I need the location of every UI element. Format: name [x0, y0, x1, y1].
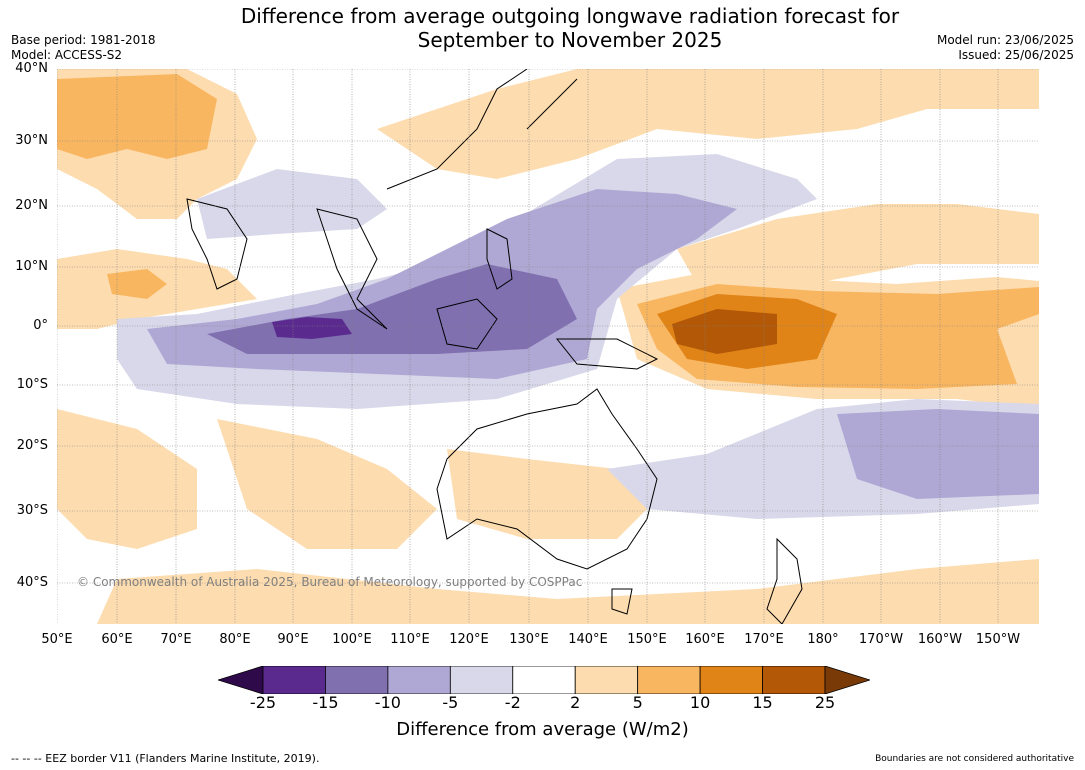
longitude-label: 130°E: [509, 632, 549, 647]
longitude-label: 170°W: [858, 632, 904, 647]
longitude-label: 170°E: [744, 632, 784, 647]
latitude-label: 0°: [33, 318, 48, 333]
issued-date: Issued: 25/06/2025: [958, 48, 1074, 62]
india-coast: [186, 198, 248, 290]
philippines-coast: [486, 228, 513, 290]
colorbar-tick-label: -25: [249, 693, 277, 712]
latitude-label: 20°S: [16, 438, 48, 453]
meta-right: Model run: 23/06/2025 Issued: 25/06/2025: [937, 33, 1074, 63]
colorbar-tick-label: 5: [632, 693, 643, 712]
map-title: Difference from average outgoing longwav…: [0, 4, 1085, 52]
longitude-label: 70°E: [160, 632, 192, 647]
model-name: Model: ACCESS-S2: [11, 48, 123, 62]
positive-anomaly-pacific-peak: [672, 309, 777, 354]
colorbar-tick-label: 10: [689, 693, 711, 712]
latitude-label: 40°N: [15, 61, 48, 76]
colorbar-extend-high: [824, 666, 870, 694]
positive-anomaly-north-pacific: [377, 69, 1039, 179]
positive-anomaly-australia-south: [447, 449, 657, 539]
colorbar-segment: [762, 666, 826, 694]
positive-anomaly-southern-belt: [97, 559, 1039, 624]
title-line-1: Difference from average outgoing longwav…: [240, 4, 900, 28]
anomaly-fields: [57, 69, 1039, 624]
positive-anomaly-south-indian-2: [217, 419, 437, 549]
gridlines: [57, 69, 1039, 624]
latitude-label: 10°S: [16, 377, 48, 392]
china-coast: [386, 69, 528, 190]
longitude-label: 90°E: [277, 632, 309, 647]
model-run: Model run: 23/06/2025: [936, 33, 1074, 47]
colorbar-tick-label: 2: [570, 693, 581, 712]
longitude-label: 60°E: [101, 632, 133, 647]
colorbar-tick-label: 25: [814, 693, 836, 712]
colorbar-tick-label: -2: [504, 693, 521, 712]
coastlines: [186, 69, 803, 624]
eez-note: -- -- -- EEZ border V11 (Flanders Marine…: [11, 752, 320, 765]
colorbar-segment: [387, 666, 451, 694]
title-line-2: September to November 2025: [417, 28, 723, 52]
longitude-label: 180°: [807, 632, 839, 647]
colorbar-tick-label: -10: [374, 693, 401, 712]
colorbar-segment: [699, 666, 763, 694]
negative-anomaly-indian-peak: [272, 317, 352, 339]
colorbar-segment: [574, 666, 639, 694]
positive-anomaly-arabia-core: [57, 74, 217, 159]
colorbar-extend-low: [218, 666, 264, 694]
latitude-label: 30°S: [16, 503, 48, 518]
colorbar-tick-label: -5: [442, 693, 459, 712]
longitude-label: 150°E: [627, 632, 667, 647]
longitude-label: 80°E: [219, 632, 251, 647]
positive-anomaly-arabian-sea-core: [107, 269, 167, 299]
negative-anomaly-south-pacific-core: [837, 409, 1039, 499]
meta-left: Base period: 1981-2018 Model: ACCESS-S2: [11, 33, 156, 63]
colorbar-title: Difference from average (W/m2): [396, 719, 689, 740]
latitude-label: 30°N: [15, 133, 48, 148]
japan-coast: [526, 78, 578, 130]
latitude-label: 20°N: [15, 198, 48, 213]
colorbar-segment: [637, 666, 701, 694]
colorbar-segment: [449, 666, 514, 694]
colorbar: [218, 666, 870, 694]
longitude-label: 160°W: [917, 632, 963, 647]
negative-anomaly-india-bay: [197, 169, 387, 239]
longitude-label: 120°E: [449, 632, 489, 647]
map-panel: [57, 69, 1039, 624]
positive-anomaly-pacific-band: [677, 204, 1039, 294]
latitude-label: 40°S: [16, 575, 48, 590]
borneo-coast: [436, 298, 498, 350]
longitude-label: 150°W: [975, 632, 1021, 647]
longitude-label: 140°E: [568, 632, 608, 647]
longitude-label: 110°E: [390, 632, 430, 647]
colorbar-segment: [325, 666, 389, 694]
longitude-label: 50°E: [41, 632, 73, 647]
colorbar-segment: [512, 666, 576, 694]
copyright-text: © Commonwealth of Australia 2025, Bureau…: [77, 575, 583, 589]
colorbar-tick-label: 15: [752, 693, 773, 712]
base-period: Base period: 1981-2018: [11, 33, 156, 47]
colorbar-tick-label: -15: [312, 693, 339, 712]
positive-anomaly-south-indian: [57, 409, 197, 549]
longitude-label: 100°E: [332, 632, 372, 647]
new-zealand-coast: [766, 537, 803, 624]
colorbar-segment: [262, 666, 326, 694]
tasmania-coast: [611, 588, 633, 615]
se-asia-coast: [316, 208, 388, 330]
boundaries-note: Boundaries are not considered authoritat…: [875, 754, 1074, 764]
latitude-label: 10°N: [15, 259, 48, 274]
longitude-label: 160°E: [685, 632, 725, 647]
